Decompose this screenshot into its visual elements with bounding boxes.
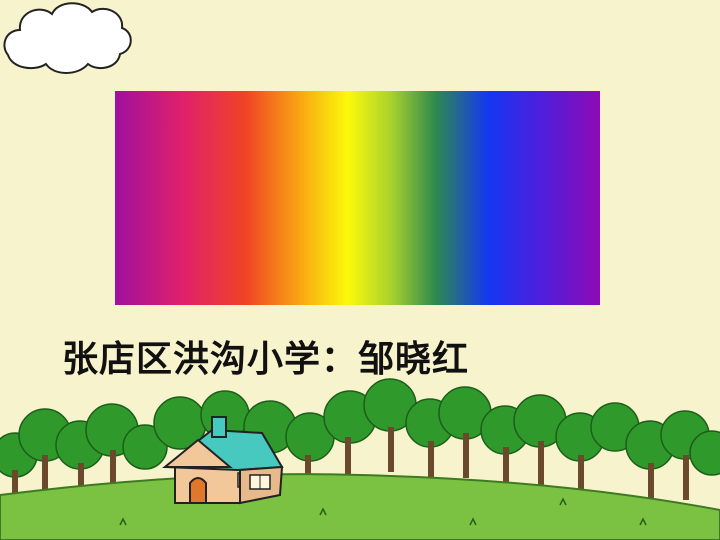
grass-hill bbox=[0, 473, 720, 540]
slide-title: 张店区洪沟小学：邹晓红 bbox=[62, 338, 470, 380]
tree-row bbox=[0, 378, 720, 478]
house-icon bbox=[162, 416, 284, 505]
rainbow-spectrum bbox=[115, 91, 600, 305]
tree-trunks bbox=[12, 427, 689, 510]
landscape-illustration bbox=[0, 378, 720, 540]
cloud-icon bbox=[3, 2, 132, 74]
